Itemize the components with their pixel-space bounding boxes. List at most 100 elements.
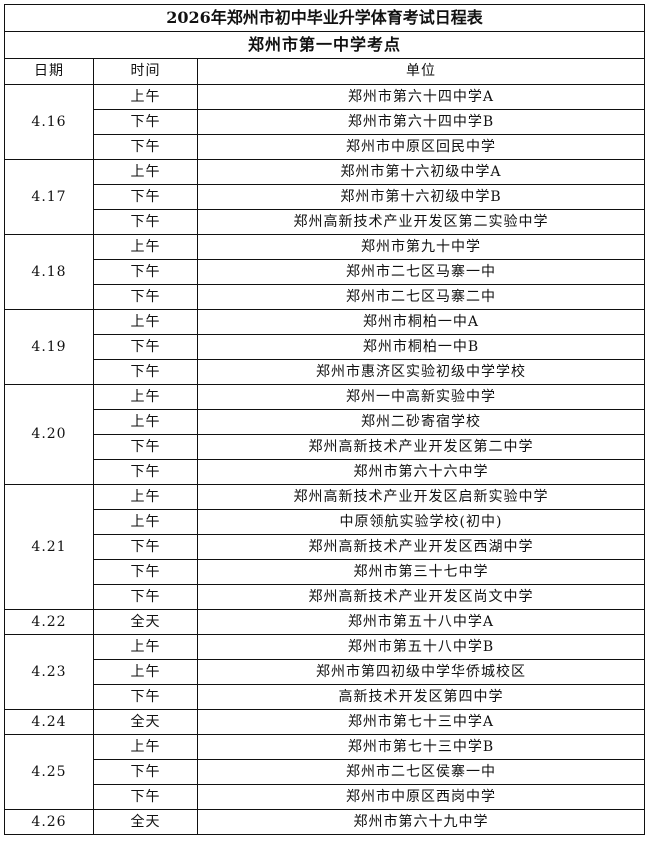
title-row: 2026年郑州市初中毕业升学体育考试日程表 [4, 4, 645, 32]
unit-cell: 郑州市第六十六中学 [197, 458, 645, 485]
table-row: 下午 郑州市中原区回民中学 [5, 133, 645, 160]
unit-cell: 郑州市第四初级中学华侨城校区 [197, 658, 645, 685]
table-row: 4.24 全天 郑州市第七十三中学A [4, 708, 645, 735]
table-row: 4.19 上午 郑州市桐柏一中A [4, 308, 645, 385]
table-row: 下午 郑州市第六十四中学B [5, 108, 645, 135]
table-row: 下午 高新技术开发区第四中学 [5, 683, 645, 710]
unit-cell: 郑州一中高新实验中学 [197, 383, 645, 410]
time-cell: 上午 [93, 408, 198, 435]
table-row: 下午 郑州高新技术产业开发区第二实验中学 [5, 208, 645, 235]
unit-cell: 郑州市第七十三中学A [197, 708, 645, 735]
table-row: 下午 郑州市第六十六中学 [5, 458, 645, 485]
table-row: 4.20 上午 郑州一中高新实验中学 [4, 383, 645, 485]
table-row: 下午 郑州市二七区马寨一中 [5, 258, 645, 285]
time-cell: 全天 [93, 708, 198, 735]
time-cell: 上午 [93, 308, 198, 335]
unit-cell: 郑州高新技术产业开发区第二实验中学 [197, 208, 645, 235]
time-cell: 上午 [93, 633, 198, 660]
table-row: 4.17 上午 郑州市第十六初级中学A [4, 158, 645, 235]
time-cell: 上午 [93, 658, 198, 685]
table-row: 下午 郑州高新技术产业开发区第二中学 [5, 433, 645, 460]
unit-cell: 郑州市中原区西岗中学 [197, 783, 645, 810]
unit-cell: 郑州高新技术产业开发区第二中学 [197, 433, 645, 460]
header-row: 日期 时间 单位 [4, 58, 645, 85]
unit-cell: 郑州高新技术产业开发区尚文中学 [197, 583, 645, 610]
time-cell: 上午 [93, 508, 198, 535]
date-cell: 4.16 [4, 83, 94, 160]
time-cell: 下午 [93, 183, 198, 210]
time-cell: 下午 [93, 108, 198, 135]
table-row: 4.26 全天 郑州市第六十九中学 [4, 808, 645, 835]
header-time: 时间 [93, 58, 198, 85]
unit-cell: 郑州市第七十三中学B [197, 733, 645, 760]
exam-site: 郑州市第一中学考点 [4, 31, 645, 59]
table-row: 4.22 全天 郑州市第五十八中学A [4, 608, 645, 635]
table-row: 下午 郑州市二七区侯寨一中 [5, 758, 645, 785]
table-row: 下午 郑州市桐柏一中B [5, 333, 645, 360]
unit-cell: 郑州市第六十四中学B [197, 108, 645, 135]
schedule-table: 2026年郑州市初中毕业升学体育考试日程表 郑州市第一中学考点 日期 时间 单位… [4, 4, 645, 835]
date-cell: 4.22 [4, 608, 94, 635]
table-row: 4.21 上午 郑州高新技术产业开发区启新实验中学 [4, 483, 645, 610]
time-cell: 全天 [93, 808, 198, 835]
unit-cell: 中原领航实验学校(初中) [197, 508, 645, 535]
table-row: 下午 郑州市二七区马寨二中 [5, 283, 645, 310]
unit-cell: 郑州市第五十八中学B [197, 633, 645, 660]
date-cell: 4.18 [4, 233, 94, 310]
table-row: 4.18 上午 郑州市第九十中学 [4, 233, 645, 310]
time-cell: 下午 [93, 258, 198, 285]
time-cell: 下午 [93, 583, 198, 610]
table-row: 4.25 上午 郑州市第七十三中学B [4, 733, 645, 810]
table-row: 上午 中原领航实验学校(初中) [5, 508, 645, 535]
unit-cell: 郑州高新技术产业开发区启新实验中学 [197, 483, 645, 510]
time-cell: 上午 [93, 733, 198, 760]
table-row: 下午 郑州市惠济区实验初级中学学校 [5, 358, 645, 385]
subtitle-row: 郑州市第一中学考点 [4, 31, 645, 59]
time-cell: 下午 [93, 758, 198, 785]
time-cell: 下午 [93, 433, 198, 460]
time-cell: 下午 [93, 533, 198, 560]
time-cell: 上午 [93, 83, 198, 110]
date-cell: 4.24 [4, 708, 94, 735]
unit-cell: 郑州市第五十八中学A [197, 608, 645, 635]
table-row: 下午 郑州市中原区西岗中学 [5, 783, 645, 810]
header-unit: 单位 [197, 58, 645, 85]
unit-cell: 郑州高新技术产业开发区西湖中学 [197, 533, 645, 560]
unit-cell: 郑州市二七区侯寨一中 [197, 758, 645, 785]
unit-cell: 郑州市第十六初级中学B [197, 183, 645, 210]
date-cell: 4.23 [4, 633, 94, 710]
time-cell: 上午 [93, 158, 198, 185]
table-row: 上午 郑州市第四初级中学华侨城校区 [5, 658, 645, 685]
unit-cell: 郑州市中原区回民中学 [197, 133, 645, 160]
time-cell: 全天 [93, 608, 198, 635]
date-cell: 4.21 [4, 483, 94, 610]
unit-cell: 郑州市惠济区实验初级中学学校 [197, 358, 645, 385]
time-cell: 下午 [93, 458, 198, 485]
date-cell: 4.19 [4, 308, 94, 385]
header-date: 日期 [4, 58, 94, 85]
time-cell: 下午 [93, 208, 198, 235]
date-cell: 4.25 [4, 733, 94, 810]
table-row: 下午 郑州市第三十七中学 [5, 558, 645, 585]
unit-cell: 郑州市桐柏一中A [197, 308, 645, 335]
date-cell: 4.26 [4, 808, 94, 835]
table-row: 上午 郑州二砂寄宿学校 [5, 408, 645, 435]
unit-cell: 郑州市桐柏一中B [197, 333, 645, 360]
time-cell: 下午 [93, 283, 198, 310]
table-row: 4.16 上午 郑州市第六十四中学A [4, 83, 645, 160]
unit-cell: 郑州市第九十中学 [197, 233, 645, 260]
table-title: 2026年郑州市初中毕业升学体育考试日程表 [4, 4, 645, 32]
unit-cell: 郑州市第三十七中学 [197, 558, 645, 585]
unit-cell: 高新技术开发区第四中学 [197, 683, 645, 710]
date-cell: 4.20 [4, 383, 94, 485]
time-cell: 下午 [93, 558, 198, 585]
date-cell: 4.17 [4, 158, 94, 235]
table-row: 下午 郑州高新技术产业开发区西湖中学 [5, 533, 645, 560]
unit-cell: 郑州市二七区马寨二中 [197, 283, 645, 310]
unit-cell: 郑州市第六十九中学 [197, 808, 645, 835]
unit-cell: 郑州二砂寄宿学校 [197, 408, 645, 435]
time-cell: 下午 [93, 783, 198, 810]
table-row: 4.23 上午 郑州市第五十八中学B [4, 633, 645, 710]
time-cell: 下午 [93, 358, 198, 385]
time-cell: 下午 [93, 333, 198, 360]
